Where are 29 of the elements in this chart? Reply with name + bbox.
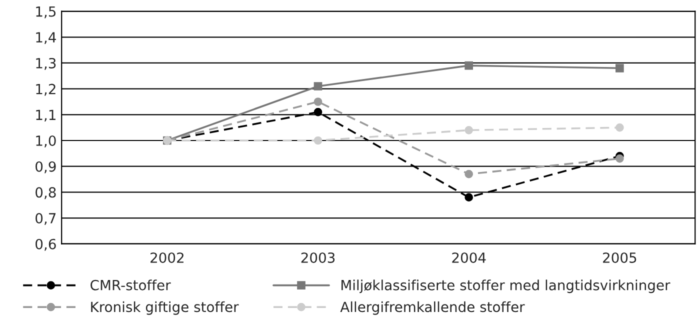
- y-tick-label: 1,3: [36, 58, 56, 70]
- x-tick-label: 2002: [150, 252, 184, 263]
- point: [616, 154, 624, 163]
- x-tick-label: 2003: [301, 252, 335, 263]
- y-tick-label: 0,7: [36, 212, 56, 225]
- x-tick-label: 2004: [452, 252, 486, 263]
- point: [464, 193, 474, 202]
- y-tick-label: 0,9: [36, 161, 56, 174]
- y-tick-label: 1,2: [36, 84, 56, 96]
- y-tick-label: 1,4: [36, 32, 56, 44]
- x-tick-label: 2005: [603, 252, 636, 263]
- point: [464, 126, 474, 134]
- point: [464, 61, 474, 70]
- y-tick-label: 1,5: [36, 6, 56, 18]
- y-tick-label: 1,1: [36, 110, 56, 122]
- point: [314, 82, 322, 90]
- point: [616, 64, 624, 72]
- point: [616, 123, 624, 132]
- legend-label: CMR-stoffer: [90, 280, 171, 290]
- y-tick-label: 0,6: [36, 238, 56, 251]
- point: [314, 108, 322, 116]
- point: [314, 136, 322, 145]
- legend-label: Allergifremkallende stoffer: [340, 301, 525, 315]
- legend-label: Kronisk giftige stoffer: [91, 301, 239, 315]
- legend-label: Miljøklassifiserte stoffer med langtidsvirkninger: [342, 280, 670, 294]
- y-tick-label: 1,0: [36, 135, 56, 148]
- y-tick-label: 0,8: [36, 187, 56, 200]
- point: [464, 170, 474, 178]
- point: [314, 98, 322, 106]
